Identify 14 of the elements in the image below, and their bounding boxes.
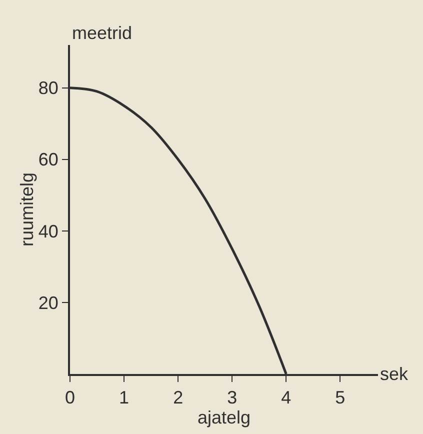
y-axis-title: ruumitelg bbox=[17, 172, 38, 247]
x-tick-label: 5 bbox=[335, 388, 346, 408]
text: meetrid bbox=[72, 23, 132, 43]
x-tick-label: 2 bbox=[173, 388, 184, 408]
y-tick-label: 80 bbox=[38, 78, 58, 98]
y-tick-label: 60 bbox=[38, 150, 58, 170]
x-tick-label: 1 bbox=[119, 388, 130, 408]
x-tick-label: 4 bbox=[281, 388, 292, 408]
y-tick-label: 40 bbox=[38, 221, 58, 242]
y-tick-label: 20 bbox=[38, 292, 58, 313]
x-tick-label: 3 bbox=[227, 388, 238, 408]
x-tick-label: 0 bbox=[64, 388, 76, 408]
text: sek bbox=[380, 364, 410, 384]
x-axis-title: ajatelg bbox=[197, 408, 251, 428]
